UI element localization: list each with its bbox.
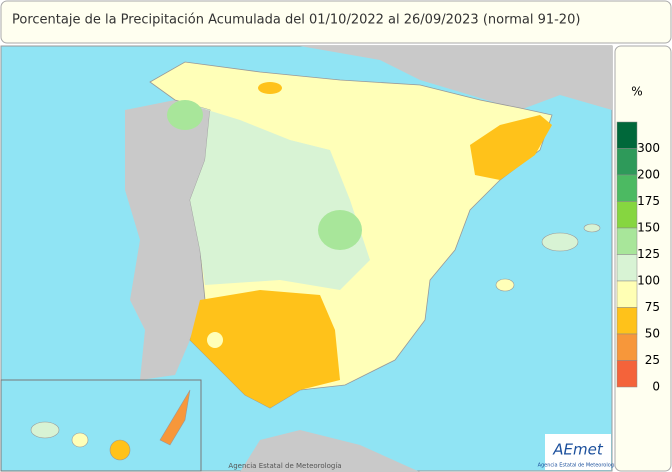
legend-tick: 50 — [645, 327, 660, 341]
legend-tick: 300 — [637, 141, 660, 155]
france — [300, 46, 612, 110]
legend: % 300 200 175 150 125 100 75 50 25 0 — [614, 45, 672, 472]
credit: Agencia Estatal de Meteorología — [228, 462, 341, 470]
menorca — [583, 223, 601, 233]
legend-swatch — [616, 333, 638, 361]
logo: AEmet — [552, 441, 604, 459]
island — [71, 432, 89, 448]
legend-tick: 200 — [637, 168, 660, 182]
dry-northeast — [470, 115, 552, 180]
portugal — [125, 100, 210, 380]
legend-swatch — [616, 227, 638, 255]
legend-swatch — [616, 121, 638, 149]
legend-tick: 75 — [645, 300, 660, 314]
legend-swatch — [616, 360, 638, 388]
legend-swatch — [616, 280, 638, 308]
legend-tick: 0 — [652, 380, 660, 394]
map: Agencia Estatal de Meteorología AEmet Ag… — [0, 45, 619, 472]
legend-tick: 125 — [637, 247, 660, 261]
legend-swatch — [616, 174, 638, 202]
dry-blob — [258, 82, 282, 94]
legend-tick: 25 — [645, 353, 660, 367]
legend-swatch — [616, 254, 638, 282]
africa — [240, 430, 420, 472]
island — [30, 421, 60, 439]
ibiza — [495, 278, 515, 292]
legend-swatch — [616, 201, 638, 229]
mallorca — [541, 232, 579, 252]
legend-tick: 175 — [637, 194, 660, 208]
legend-unit: % — [631, 85, 642, 99]
legend-tick: 150 — [637, 221, 660, 235]
wet-blob — [167, 100, 203, 130]
wet-blob — [207, 332, 223, 348]
legend-tick: 100 — [637, 274, 660, 288]
logo-subtitle: Agencia Estatal de Meteorología — [538, 462, 619, 469]
dry-south — [190, 290, 340, 408]
logo-box — [545, 434, 611, 470]
wet-blob — [318, 210, 362, 250]
title-box — [0, 0, 672, 44]
island — [109, 439, 131, 461]
island — [159, 389, 191, 446]
legend-swatch — [616, 307, 638, 335]
legend-swatch — [616, 148, 638, 176]
title: Porcentaje de la Precipitación Acumulada… — [12, 13, 580, 28]
wet-area — [175, 100, 370, 290]
